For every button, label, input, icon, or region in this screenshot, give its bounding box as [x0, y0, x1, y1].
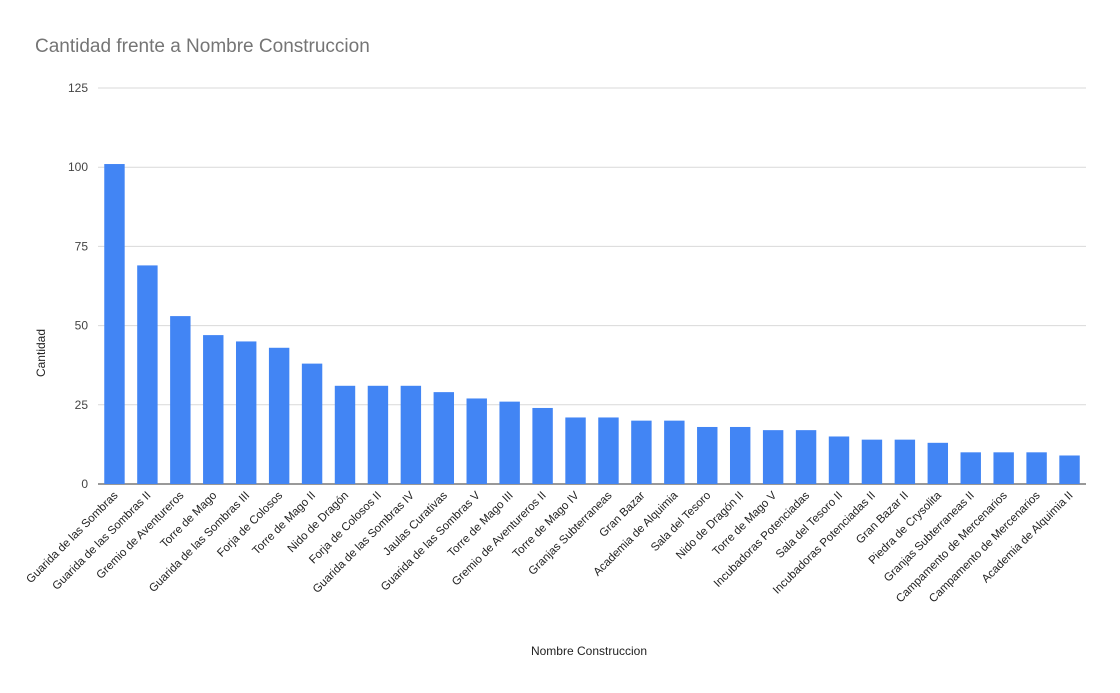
x-axis-label: Nombre Construccion — [531, 644, 647, 658]
bar[interactable] — [268, 347, 290, 484]
y-tick-label: 125 — [68, 81, 88, 95]
bar[interactable] — [104, 164, 125, 485]
bar[interactable] — [598, 417, 619, 484]
bar[interactable] — [565, 417, 586, 484]
bar[interactable] — [697, 426, 718, 484]
bar[interactable] — [433, 392, 455, 484]
y-tick-label: 100 — [68, 160, 88, 174]
y-tick-label: 75 — [75, 239, 89, 253]
bar[interactable] — [1026, 452, 1047, 484]
bar[interactable] — [828, 436, 850, 484]
bar[interactable] — [170, 316, 191, 484]
bar[interactable] — [927, 442, 949, 484]
gridlines — [98, 87, 1086, 485]
y-tick-label: 50 — [75, 319, 89, 333]
bar[interactable] — [1059, 455, 1080, 484]
bar[interactable] — [466, 398, 487, 484]
chart-title: Cantidad frente a Nombre Construccion — [35, 36, 370, 57]
bar[interactable] — [137, 265, 158, 484]
bar[interactable] — [631, 420, 652, 484]
bar[interactable] — [532, 407, 553, 484]
bar[interactable] — [203, 335, 224, 484]
bar[interactable] — [993, 452, 1014, 484]
bar[interactable] — [795, 430, 817, 484]
bar[interactable] — [499, 401, 520, 484]
bar[interactable] — [664, 420, 685, 484]
bar[interactable] — [334, 385, 356, 484]
y-tick-labels: 0 25 50 75 100 125 — [68, 81, 88, 491]
bar[interactable] — [301, 363, 323, 484]
bar[interactable] — [367, 385, 389, 484]
bars — [104, 164, 1080, 485]
bar[interactable] — [400, 385, 422, 484]
bar[interactable] — [894, 439, 916, 484]
bar[interactable] — [861, 439, 883, 484]
bar[interactable] — [762, 430, 784, 484]
bar[interactable] — [960, 452, 981, 484]
bar[interactable] — [235, 341, 257, 484]
y-tick-label: 25 — [75, 398, 89, 412]
x-tick-label: Sala del Tesoro — [649, 490, 713, 554]
y-tick-label: 0 — [81, 477, 88, 491]
x-tick-label: Nido de Dragón — [286, 490, 351, 555]
y-axis-label: Cantidad — [34, 329, 48, 377]
bar[interactable] — [729, 426, 751, 484]
